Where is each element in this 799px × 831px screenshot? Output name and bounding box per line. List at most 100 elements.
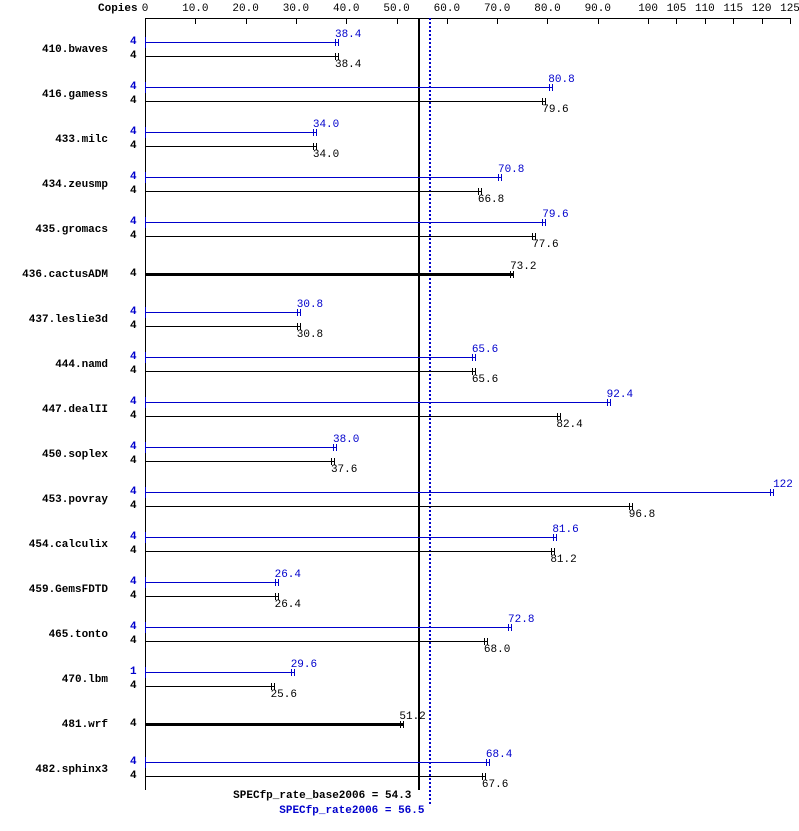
base-value: 82.4 bbox=[556, 419, 582, 431]
x-tick bbox=[497, 18, 498, 24]
base-bar-cap bbox=[145, 546, 146, 557]
base-copies: 4 bbox=[130, 500, 137, 512]
benchmark-label: 470.lbm bbox=[0, 674, 108, 686]
peak-copies: 4 bbox=[130, 171, 137, 183]
peak-value: 70.8 bbox=[498, 164, 524, 176]
base-bar bbox=[145, 641, 487, 642]
peak-bar-cap bbox=[770, 489, 771, 496]
reference-line-base bbox=[418, 18, 420, 790]
benchmark-label: 434.zeusmp bbox=[0, 179, 108, 191]
base-value: 65.6 bbox=[472, 374, 498, 386]
base-bar-cap bbox=[145, 501, 146, 512]
x-tick bbox=[648, 18, 649, 24]
x-tick-label: 60.0 bbox=[434, 3, 460, 15]
peak-copies: 4 bbox=[130, 81, 137, 93]
base-copies: 4 bbox=[130, 50, 137, 62]
peak-bar-cap bbox=[145, 217, 146, 228]
base-bar-cap bbox=[145, 411, 146, 422]
benchmark-label: 410.bwaves bbox=[0, 44, 108, 56]
peak-value: 26.4 bbox=[275, 569, 301, 581]
x-tick bbox=[762, 18, 763, 24]
base-value: 81.2 bbox=[550, 554, 576, 566]
base-copies: 4 bbox=[130, 95, 137, 107]
x-tick-label: 30.0 bbox=[283, 3, 309, 15]
base-bar-cap bbox=[145, 186, 146, 197]
peak-value: 68.4 bbox=[486, 749, 512, 761]
peak-bar-cap bbox=[145, 757, 146, 768]
peak-value: 72.8 bbox=[508, 614, 534, 626]
benchmark-label: 482.sphinx3 bbox=[0, 764, 108, 776]
peak-bar bbox=[145, 762, 489, 763]
benchmark-label: 416.gamess bbox=[0, 89, 108, 101]
base-value: 26.4 bbox=[275, 599, 301, 611]
peak-bar bbox=[145, 447, 336, 448]
base-bar bbox=[145, 236, 535, 237]
base-bar bbox=[145, 56, 338, 57]
peak-score-label: SPECfp_rate2006 = 56.5 bbox=[279, 805, 424, 817]
x-tick bbox=[145, 18, 146, 24]
peak-copies: 4 bbox=[130, 306, 137, 318]
base-bar-cap bbox=[145, 366, 146, 377]
benchmark-label: 433.milc bbox=[0, 134, 108, 146]
base-bar-cap bbox=[145, 269, 146, 280]
peak-copies: 4 bbox=[130, 126, 137, 138]
base-bar bbox=[145, 686, 274, 687]
base-bar bbox=[145, 146, 316, 147]
peak-bar bbox=[145, 537, 556, 538]
spec-benchmark-chart: Copies010.020.030.040.050.060.070.080.09… bbox=[0, 0, 799, 831]
base-bar-cap bbox=[145, 771, 146, 782]
x-tick bbox=[547, 18, 548, 24]
base-copies: 4 bbox=[130, 268, 137, 280]
peak-copies: 4 bbox=[130, 576, 137, 588]
peak-copies: 4 bbox=[130, 351, 137, 363]
peak-bar-cap bbox=[145, 82, 146, 93]
peak-copies: 4 bbox=[130, 486, 137, 498]
base-bar bbox=[145, 551, 554, 552]
peak-bar-cap bbox=[145, 127, 146, 138]
base-value: 34.0 bbox=[313, 149, 339, 161]
peak-copies: 1 bbox=[130, 666, 137, 678]
peak-bar-cap bbox=[145, 307, 146, 318]
x-axis-line bbox=[145, 18, 790, 19]
base-value: 25.6 bbox=[271, 689, 297, 701]
x-tick bbox=[676, 18, 677, 24]
benchmark-label: 444.namd bbox=[0, 359, 108, 371]
x-tick-label: 115 bbox=[723, 3, 743, 15]
x-tick bbox=[598, 18, 599, 24]
peak-value: 38.0 bbox=[333, 434, 359, 446]
peak-value: 79.6 bbox=[542, 209, 568, 221]
peak-value: 30.8 bbox=[297, 299, 323, 311]
peak-bar-cap bbox=[145, 37, 146, 48]
base-copies: 4 bbox=[130, 590, 137, 602]
base-copies: 4 bbox=[130, 680, 137, 692]
base-value: 73.2 bbox=[510, 261, 536, 273]
peak-copies: 4 bbox=[130, 441, 137, 453]
peak-value: 81.6 bbox=[552, 524, 578, 536]
peak-bar-cap bbox=[145, 532, 146, 543]
peak-bar bbox=[145, 492, 773, 493]
base-bar-cap bbox=[145, 96, 146, 107]
reference-line-peak bbox=[429, 18, 431, 804]
base-bar bbox=[145, 371, 475, 372]
benchmark-label: 447.dealII bbox=[0, 404, 108, 416]
base-value: 68.0 bbox=[484, 644, 510, 656]
base-copies: 4 bbox=[130, 140, 137, 152]
base-copies: 4 bbox=[130, 770, 137, 782]
peak-copies: 4 bbox=[130, 756, 137, 768]
peak-bar bbox=[145, 42, 338, 43]
base-bar-cap bbox=[145, 681, 146, 692]
x-tick bbox=[346, 18, 347, 24]
base-bar bbox=[145, 723, 403, 726]
base-bar-cap bbox=[145, 456, 146, 467]
base-value: 38.4 bbox=[335, 59, 361, 71]
benchmark-label: 465.tonto bbox=[0, 629, 108, 641]
peak-bar bbox=[145, 582, 278, 583]
peak-value: 92.4 bbox=[607, 389, 633, 401]
peak-bar-cap bbox=[145, 667, 146, 678]
base-value: 77.6 bbox=[532, 239, 558, 251]
x-tick bbox=[246, 18, 247, 24]
x-tick bbox=[447, 18, 448, 24]
x-tick-label: 70.0 bbox=[484, 3, 510, 15]
x-tick bbox=[705, 18, 706, 24]
benchmark-label: 437.leslie3d bbox=[0, 314, 108, 326]
